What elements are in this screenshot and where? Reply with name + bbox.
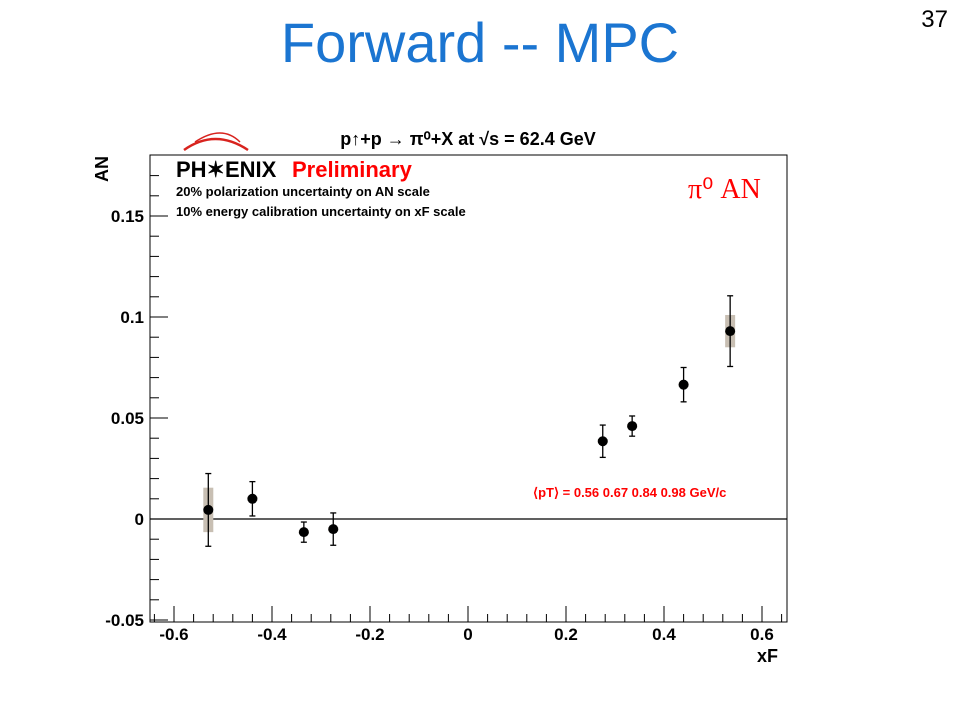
data-point <box>725 326 736 337</box>
energy-note: 10% energy calibration uncertainty on xF… <box>176 204 466 219</box>
y-axis: -0.05 0 0.05 0.1 0.15 <box>105 175 168 630</box>
polarization-note: 20% polarization uncertainty on AN scale <box>176 184 430 199</box>
pi0-an-label: π⁰ AN <box>688 174 761 205</box>
data-point <box>627 421 638 432</box>
x-tick-label: -0.4 <box>257 625 287 644</box>
data-point <box>597 436 608 447</box>
data-point <box>247 493 258 504</box>
y-axis-label: AN <box>92 156 112 182</box>
y-tick-label: 0.05 <box>111 409 144 428</box>
preliminary-label: Preliminary <box>292 157 413 182</box>
phenix-logo-arc <box>183 137 249 152</box>
y-tick-label: 0.1 <box>120 308 144 327</box>
experiment-name: PH✶ENIX <box>176 157 277 182</box>
x-tick-label: -0.6 <box>159 625 188 644</box>
slide-number: 37 <box>921 6 948 33</box>
pt-values-annotation: ⟨pT⟩ = 0.56 0.67 0.84 0.98 GeV/c <box>533 485 726 500</box>
plot-frame <box>149 154 788 623</box>
data-point <box>328 524 339 535</box>
x-tick-label: 0.2 <box>554 625 578 644</box>
y-tick-label: -0.05 <box>105 611 144 630</box>
x-tick-label: 0 <box>463 625 472 644</box>
x-tick-label: 0.4 <box>652 625 676 644</box>
x-tick-label: -0.2 <box>355 625 384 644</box>
x-axis-label: xF <box>757 646 778 666</box>
y-tick-label: 0 <box>135 510 144 529</box>
data-point <box>678 379 689 390</box>
x-tick-label: 0.6 <box>750 625 774 644</box>
data-points <box>203 295 736 547</box>
slide-title: Forward -- MPC <box>280 11 680 74</box>
chart-title: p↑+p → π⁰+X at √s = 62.4 GeV <box>340 129 595 149</box>
y-tick-label: 0.15 <box>111 207 144 226</box>
phenix-logo-arc <box>194 132 241 143</box>
data-point <box>298 527 309 538</box>
x-axis: -0.6 -0.4 -0.2 0 0.2 0.4 0.6 <box>153 606 783 644</box>
data-point <box>203 504 214 515</box>
